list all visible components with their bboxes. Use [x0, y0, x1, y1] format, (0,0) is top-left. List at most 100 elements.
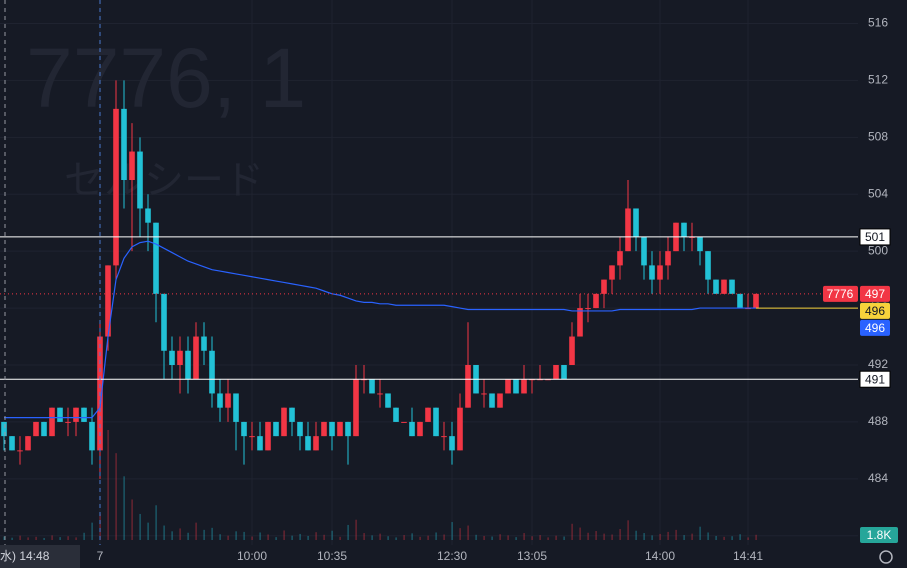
volume-bar [187, 532, 189, 540]
candle-body [657, 265, 663, 280]
volume-bar [435, 532, 437, 540]
volume-bar [323, 534, 325, 540]
x-tick-label: 10:00 [237, 549, 267, 563]
price-axis [858, 0, 907, 545]
price-line-box [860, 302, 890, 319]
candle-body [569, 336, 575, 365]
price-line-label: 496 [865, 304, 885, 318]
volume-bar [667, 531, 669, 540]
candle-body [577, 308, 583, 337]
volume-bar [619, 529, 621, 540]
candle-body [153, 222, 159, 294]
volume-bar [3, 536, 5, 540]
volume-bar [643, 533, 645, 540]
volume-bar [83, 532, 85, 540]
candle-body [73, 407, 79, 422]
volume-bar [595, 531, 597, 540]
candle-body [593, 293, 599, 309]
x-tick-label: 13:05 [517, 549, 547, 563]
candle-body [601, 279, 607, 294]
candle-body [649, 265, 655, 280]
candle-body [249, 436, 255, 438]
candle-body [641, 236, 647, 266]
volume-bar [27, 537, 29, 540]
volume-bar [483, 535, 485, 540]
candle-body [393, 407, 399, 422]
vwap-label-box [860, 319, 890, 336]
candle-body [313, 436, 319, 451]
volume-bar [507, 535, 509, 540]
candle-body [609, 265, 615, 280]
volume-bar [531, 536, 533, 540]
candle-body [753, 293, 759, 309]
volume-bar [331, 530, 333, 540]
candle-body [497, 393, 503, 408]
watermark-title: 7776, 1 [26, 31, 306, 125]
candle-body [177, 350, 183, 365]
volume-bar [299, 533, 301, 540]
candle-body [329, 421, 335, 437]
y-tick-label: 500 [868, 243, 888, 257]
hline-label: 491 [865, 372, 885, 386]
volume-bar [427, 535, 429, 540]
volume-bar [307, 535, 309, 540]
volume-bar [163, 525, 165, 540]
candle-body [617, 251, 623, 266]
volume-bar [459, 528, 461, 540]
volume-bar [227, 535, 229, 540]
volume-bar [411, 533, 413, 540]
volume-bar [555, 535, 557, 540]
volume-bar [43, 537, 45, 540]
volume-bar [611, 534, 613, 540]
settings-icon[interactable] [879, 550, 893, 564]
volume-bar [139, 513, 141, 540]
volume-bar [155, 505, 157, 540]
candle-body [113, 108, 119, 266]
volume-bar [195, 522, 197, 540]
candle-body [489, 393, 495, 408]
volume-bar [603, 533, 605, 540]
volume-bar [147, 522, 149, 540]
volume-bar [179, 528, 181, 540]
candle-body [281, 407, 287, 437]
candle-body [369, 379, 375, 394]
volume-bar [523, 533, 525, 540]
volume-bar [707, 532, 709, 540]
candle-body [377, 393, 383, 395]
candle-body [121, 108, 127, 181]
x-tick-label: 14:00 [645, 549, 675, 563]
volume-bar [283, 530, 285, 540]
candle-body [433, 407, 439, 437]
volume-bar [627, 520, 629, 540]
volume-bar [515, 537, 517, 540]
volume-bar [67, 536, 69, 540]
candle-body [585, 308, 591, 310]
candle-body [289, 407, 295, 422]
candle-body [217, 393, 223, 408]
hline-label: 501 [865, 230, 885, 244]
volume-bar [267, 534, 269, 540]
y-tick-label: 516 [868, 16, 888, 30]
candle-body [713, 279, 719, 294]
candle-body [161, 293, 167, 351]
candle-body [513, 379, 519, 394]
volume-bar [403, 535, 405, 540]
candle-body [465, 364, 471, 408]
candle-body [81, 407, 87, 422]
candle-body [721, 279, 727, 294]
candle-body [353, 379, 359, 437]
volume-bar [339, 536, 341, 540]
y-tick-label: 512 [868, 73, 888, 87]
volume-bar [35, 536, 37, 540]
candle-body [57, 407, 63, 422]
volume-bar [51, 535, 53, 540]
volume-bar [731, 536, 733, 540]
vwap-line [4, 240, 756, 419]
volume-bar [235, 531, 237, 540]
y-tick-label: 508 [868, 129, 888, 143]
volume-label: 1.8K [867, 528, 892, 542]
volume-bar [387, 536, 389, 540]
volume-bar [379, 533, 381, 540]
volume-bar [371, 535, 373, 540]
